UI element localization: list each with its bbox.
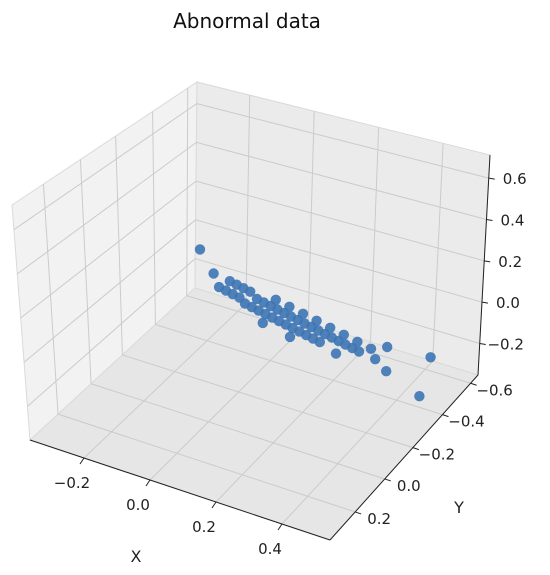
- scatter-point: [338, 329, 349, 340]
- x-axis-line: [29, 439, 331, 541]
- x-gridline-back: [245, 95, 251, 304]
- scatter-point: [353, 346, 365, 357]
- z-gridline: [195, 258, 480, 345]
- x-gridline-back: [432, 143, 444, 362]
- scatter-point: [365, 343, 377, 354]
- y-tick: [384, 478, 391, 482]
- scatter-point: [314, 336, 325, 348]
- y-gridline-left: [79, 159, 92, 384]
- x-tick: [145, 479, 151, 487]
- z-gridline-left: [20, 180, 197, 319]
- x-tick: [277, 523, 283, 531]
- y-tick: [412, 447, 420, 451]
- grid-lines: [13, 88, 489, 525]
- scatter-point: [270, 294, 281, 305]
- scatter-point: [425, 352, 436, 363]
- y-tick-label: 0.2: [367, 510, 391, 528]
- y-gridline: [155, 324, 443, 416]
- scatter-point: [352, 336, 363, 347]
- y-axis-line: [329, 374, 479, 541]
- z-gridline: [195, 180, 485, 262]
- y-axis-label: Y: [453, 498, 464, 517]
- scatter-point: [382, 341, 393, 353]
- z-gridline: [196, 103, 489, 179]
- scatter-points: [194, 244, 436, 402]
- scatter-point: [257, 317, 268, 329]
- scatter-point: [208, 268, 219, 279]
- x-tick-label: 0.0: [126, 496, 150, 514]
- scatter-point: [325, 322, 336, 333]
- z-tick-label: 0.0: [496, 294, 520, 312]
- z-tick: [479, 343, 486, 346]
- z-tick-label: −0.2: [487, 336, 523, 354]
- y-gridline-left: [42, 184, 59, 415]
- y-tick-label: −0.4: [448, 413, 484, 431]
- z-tick-label: 0.6: [503, 170, 527, 188]
- y-tick: [470, 382, 477, 386]
- z-tick-label: 0.4: [501, 211, 525, 229]
- y-gridline: [122, 354, 414, 449]
- axis-lines: [29, 154, 491, 541]
- scatter-point: [194, 244, 206, 255]
- x-tick-label: 0.2: [192, 518, 216, 536]
- scatter-point: [297, 308, 309, 319]
- y-gridline-left: [115, 136, 123, 355]
- y-tick-label: −0.2: [419, 446, 455, 464]
- y-tick: [355, 511, 362, 515]
- z-tick-label: 0.2: [498, 253, 522, 271]
- scatter-point: [245, 286, 256, 297]
- y-gridline: [57, 413, 356, 513]
- x-gridline: [149, 322, 309, 481]
- x-gridline: [281, 360, 434, 525]
- z-gridline-left: [23, 219, 196, 363]
- z-gridline: [195, 219, 483, 303]
- y-gridline-left: [152, 111, 156, 325]
- x-gridline: [83, 303, 247, 459]
- z-gridline-left: [27, 258, 196, 407]
- tick-labels: −0.2 0.0 0.2 0.4 −0.6 −0.4 −0.2 0.0 0.2 −0.2 0.0 0.…: [54, 170, 527, 558]
- y-tick-label: −0.6: [476, 381, 512, 399]
- x-gridline-back: [369, 127, 380, 342]
- scatter-point: [284, 301, 295, 312]
- x-axis-label: X: [131, 547, 142, 566]
- x-tick: [79, 457, 85, 465]
- z-gridline-left: [16, 141, 197, 275]
- z-gridline: [196, 141, 487, 220]
- z-gridline-left: [13, 103, 198, 231]
- y-tick: [442, 414, 449, 418]
- z-tick: [481, 301, 489, 304]
- chart-title: Abnormal data: [173, 9, 321, 33]
- scatter-point: [370, 354, 381, 365]
- x-tick: [211, 501, 217, 509]
- scatter-point: [330, 348, 342, 359]
- z-tick: [486, 218, 493, 221]
- scatter-point: [414, 391, 425, 402]
- z-tick: [488, 177, 495, 180]
- y-tick-label: 0.0: [397, 477, 421, 495]
- scatter-point: [311, 315, 322, 326]
- y-gridline-left: [186, 88, 189, 296]
- z-axis-line: [477, 154, 491, 376]
- x-tick-label: 0.4: [258, 540, 282, 558]
- x-gridline: [215, 341, 371, 503]
- z-tick: [484, 260, 491, 263]
- tick-marks: [79, 177, 495, 531]
- scatter-point: [284, 331, 296, 343]
- y-gridline: [90, 383, 385, 480]
- x-tick-label: −0.2: [54, 474, 90, 492]
- scatter-point: [381, 366, 392, 377]
- x-gridline-back: [307, 111, 315, 323]
